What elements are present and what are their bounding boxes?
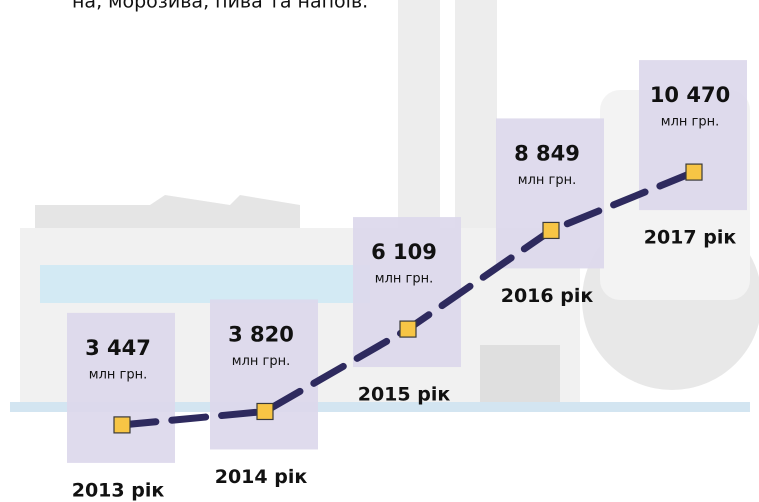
value-label: 3 447 bbox=[85, 336, 151, 360]
value-box bbox=[353, 217, 461, 368]
value-box bbox=[67, 312, 175, 463]
marker bbox=[113, 416, 131, 434]
year-label: 2016 рік bbox=[501, 285, 594, 307]
year-label: 2014 рік bbox=[215, 466, 308, 488]
subtitle: на, морозива, пива та напоїв. bbox=[72, 0, 368, 13]
marker bbox=[399, 320, 417, 338]
value-label: 8 849 bbox=[514, 141, 580, 165]
unit-label: млн грн. bbox=[89, 367, 147, 382]
value-label: 3 820 bbox=[228, 322, 294, 346]
unit-label: млн грн. bbox=[518, 173, 576, 188]
unit-label: млн грн. bbox=[232, 354, 290, 369]
value-box bbox=[496, 118, 604, 269]
year-label: 2015 рік bbox=[358, 384, 451, 406]
year-label: 2017 рік bbox=[644, 227, 737, 249]
unit-label: млн грн. bbox=[661, 115, 719, 130]
unit-label: млн грн. bbox=[375, 272, 433, 287]
year-label: 2013 рік bbox=[72, 479, 165, 501]
value-box bbox=[210, 299, 318, 450]
marker bbox=[256, 402, 274, 421]
line bbox=[118, 165, 708, 429]
value-label: 6 109 bbox=[371, 240, 437, 264]
value-label: 10 470 bbox=[650, 83, 730, 107]
marker bbox=[542, 221, 560, 240]
marker bbox=[685, 163, 703, 181]
